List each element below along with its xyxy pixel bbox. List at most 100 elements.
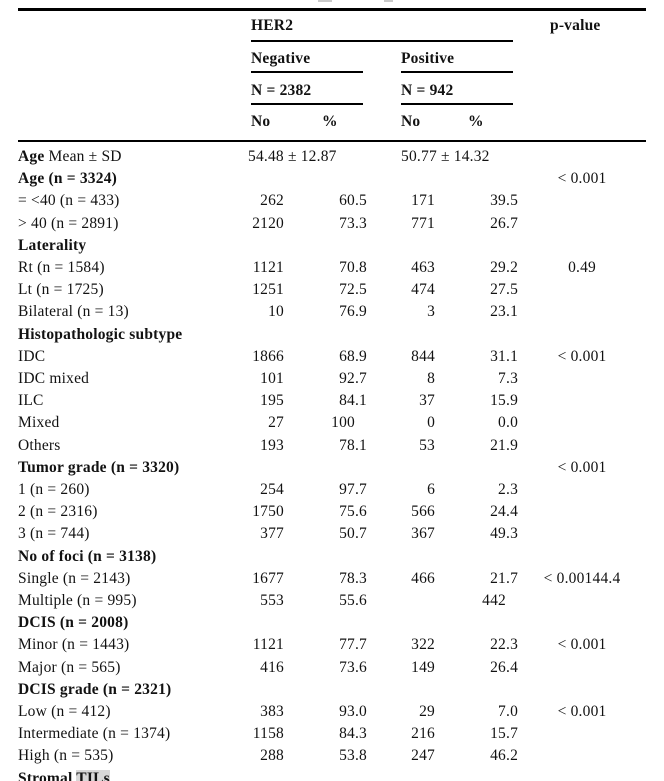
- data-row: Multiple (n = 995) 553 55.6 442.0: [18, 590, 646, 612]
- negative-pct-cell: 68.9: [284, 346, 367, 368]
- positive-pct-cell-value: 29.2: [490, 259, 519, 277]
- : [367, 324, 435, 346]
- negative-pct-column-label: %: [322, 113, 338, 130]
- summary-row: Age Mean ± SD 54.48 ± 12.87 50.77 ± 14.32: [18, 146, 646, 168]
- : [367, 168, 435, 190]
- clipped-label-bold: Stromal: [18, 769, 77, 781]
- row-label-cell: Rt (n = 1584): [18, 259, 105, 277]
- negative-no-column-label: No: [251, 113, 271, 130]
- positive-pct-cell-value: 7.0: [498, 703, 519, 721]
- negative-pct-cell-value: 50.7: [339, 525, 368, 543]
- section-label-cell: Tumor grade (n = 3320): [18, 458, 180, 476]
- data-row: Lt (n = 1725) 1251 72.5 474 27.5: [18, 279, 646, 301]
- row-label-cell: IDC mixed: [18, 370, 90, 388]
- : [435, 235, 518, 257]
- negative-pct-cell-value: 97.7: [339, 481, 368, 499]
- : [367, 612, 435, 634]
- row-label-cell: Multiple (n = 995): [18, 592, 137, 610]
- negative-pct-cell-value: 75.6: [339, 503, 368, 521]
- p-value-cell: < 0.00144.4: [543, 569, 621, 587]
- positive-no-cell: 53: [419, 436, 436, 454]
- positive-pct-cell-value: 23.1: [490, 303, 519, 321]
- positive-pct-column-label: %: [468, 113, 484, 130]
- positive-pct-cell-value: 39.5: [490, 192, 519, 210]
- : [284, 235, 367, 257]
- clipped-label-highlight: TILs: [76, 769, 110, 781]
- : [284, 168, 367, 190]
- positive-n-label: N = 942: [401, 82, 454, 99]
- : [367, 235, 435, 257]
- positive-no-cell: [367, 590, 435, 612]
- data-row: Low (n = 412) 383 93.0 29 7.0 < 0.001: [18, 701, 646, 723]
- positive-pct-cell: 27.5: [435, 279, 518, 301]
- negative-pct-cell-value: 76.9: [339, 303, 368, 321]
- negative-pct-cell: 55.6: [284, 590, 367, 612]
- row-label-cell: Major (n = 565): [18, 658, 121, 676]
- data-row: Bilateral (n = 13) 10 76.9 3 23.1: [18, 301, 646, 323]
- positive-pct-cell-value: 27.5: [490, 281, 519, 299]
- positive-pct-cell: 26.4: [435, 657, 518, 679]
- negative-no-cell: 27: [268, 414, 284, 432]
- row-label-cell: Bilateral (n = 13): [18, 303, 129, 321]
- negative-no-cell: 1158: [252, 725, 284, 743]
- group-header-label: HER2: [251, 17, 294, 34]
- negative-pct-cell: 92.7: [284, 368, 367, 390]
- positive-pct-cell-value: 49.3: [490, 525, 519, 543]
- p-value-cell: [518, 657, 646, 679]
- positive-header-label: Positive: [401, 50, 455, 67]
- : [240, 679, 284, 701]
- positive-summary-cell: 50.77 ± 14.32: [367, 146, 518, 168]
- p-value-cell: < 0.001: [557, 170, 607, 188]
- p-value-cell: [518, 390, 646, 412]
- positive-no-cell: 29: [419, 703, 436, 721]
- positive-pct-cell: 7.3: [435, 368, 518, 390]
- row-label-cell: Lt (n = 1725): [18, 281, 104, 299]
- p-value-cell: [518, 368, 646, 390]
- negative-pct-cell: 72.5: [284, 279, 367, 301]
- negative-pct-cell: 76.9: [284, 301, 367, 323]
- positive-no-cell: 566: [411, 503, 436, 521]
- positive-pct-cell-value: 46.2: [490, 747, 519, 765]
- negative-mean-sd: 54.48 ± 12.87: [248, 148, 337, 165]
- positive-pct-cell-value: 15.7: [490, 725, 519, 743]
- negative-pct-cell: 97.7: [284, 479, 367, 501]
- negative-pct-cell-value: 55.6: [339, 592, 368, 610]
- : [367, 457, 435, 479]
- negative-no-cell: 1121: [252, 636, 284, 654]
- data-row: Single (n = 2143) 1677 78.3 466 21.7 < 0.0014…: [18, 568, 646, 590]
- positive-pct-cell: 15.7: [435, 723, 518, 745]
- section-label-cell: DCIS (n = 2008): [18, 614, 129, 632]
- row-label-cell: Age Mean ± SD: [18, 146, 240, 168]
- p-value-cell: [518, 435, 646, 457]
- positive-pct-cell-value: 31.1: [490, 347, 519, 365]
- : [435, 679, 518, 701]
- positive-pct-cell: 29.2: [435, 257, 518, 279]
- positive-no-cell: 844: [411, 347, 436, 365]
- p-value-cell: [518, 146, 646, 168]
- positive-no-cell: 474: [411, 281, 436, 299]
- p-value-cell: [518, 235, 646, 257]
- positive-pct-cell: 23.1: [435, 301, 518, 323]
- negative-pct-cell-value: 92.7: [339, 370, 368, 388]
- negative-no-cell: 1677: [252, 569, 284, 587]
- negative-pct-cell-value: 73.3: [339, 214, 368, 232]
- row-label-cell: 2 (n = 2316): [18, 503, 98, 521]
- : [284, 324, 367, 346]
- negative-pct-cell-value: 72.5: [339, 281, 368, 299]
- negative-no-cell: 1121: [252, 259, 284, 277]
- top-rule: [18, 8, 646, 11]
- row-label-cell: Low (n = 412): [18, 703, 111, 721]
- negative-no-cell: 2120: [252, 214, 284, 232]
- p-value-cell: [518, 501, 646, 523]
- positive-mean-sd: 50.77 ± 14.32: [401, 148, 490, 165]
- positive-pct-cell-value: 0.0: [498, 414, 519, 432]
- positive-pct-cell-value: 26.4: [490, 658, 519, 676]
- data-row: IDC mixed 101 92.7 8 7.3: [18, 368, 646, 390]
- negative-pct-cell: 93.0: [284, 701, 367, 723]
- clipped-section-row: Stromal TILs: [18, 768, 646, 781]
- positive-pct-cell: 26.7: [435, 213, 518, 235]
- data-row: Rt (n = 1584) 1121 70.8 463 29.2 0.49: [18, 257, 646, 279]
- p-value-cell: [518, 612, 646, 634]
- group-underline: [251, 40, 513, 42]
